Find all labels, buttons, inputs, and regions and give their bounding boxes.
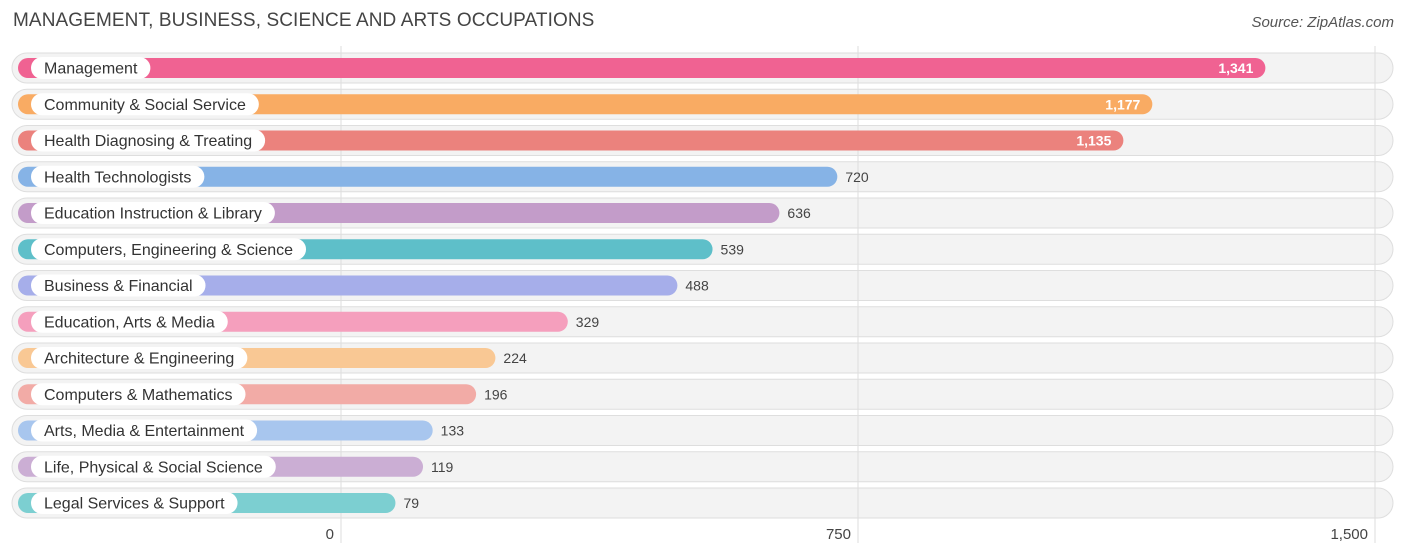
x-tick-label: 1,500 <box>1330 526 1368 543</box>
chart-title: MANAGEMENT, BUSINESS, SCIENCE AND ARTS O… <box>13 10 595 31</box>
category-label-pill <box>31 238 307 261</box>
category-label-pill <box>31 274 206 297</box>
category-label-pill <box>31 57 151 79</box>
category-label-pill <box>31 93 259 116</box>
category-label: Computers & Mathematics <box>44 387 233 404</box>
value-label: 636 <box>787 205 811 221</box>
value-label: 1,177 <box>1105 96 1140 112</box>
value-label: 488 <box>685 278 709 294</box>
category-label-pill <box>31 492 238 514</box>
category-label: Business & Financial <box>44 278 193 295</box>
category-label-pill <box>31 455 276 478</box>
category-label: Architecture & Engineering <box>44 351 234 368</box>
value-label: 539 <box>721 241 745 257</box>
category-label-pill <box>31 419 258 442</box>
category-label-pill <box>31 383 246 406</box>
category-label: Life, Physical & Social Science <box>44 459 263 476</box>
category-label-pill <box>31 165 205 188</box>
category-label-pill <box>31 129 266 152</box>
category-label: Computers, Engineering & Science <box>44 242 293 259</box>
value-label: 133 <box>441 423 465 439</box>
value-label: 79 <box>403 495 419 511</box>
category-label-pill <box>31 347 248 369</box>
category-label-pill <box>31 310 228 333</box>
category-label: Arts, Media & Entertainment <box>44 423 245 440</box>
category-label: Management <box>44 61 138 78</box>
category-label: Health Diagnosing & Treating <box>44 133 252 150</box>
value-label: 1,341 <box>1218 60 1253 76</box>
category-label: Health Technologists <box>44 169 191 186</box>
x-tick-label: 0 <box>326 526 334 543</box>
x-tick-label: 750 <box>826 526 851 543</box>
value-label: 329 <box>576 314 600 330</box>
category-label-pill <box>31 202 275 224</box>
value-label: 720 <box>845 169 869 185</box>
bar <box>18 130 1124 151</box>
bar <box>18 166 838 187</box>
bar <box>18 58 1266 78</box>
value-label: 119 <box>431 459 454 475</box>
category-label: Education, Arts & Media <box>44 314 215 331</box>
category-label: Education Instruction & Library <box>44 206 262 223</box>
category-label: Community & Social Service <box>44 97 246 114</box>
source-credit: Source: ZipAtlas.com <box>1251 14 1394 31</box>
value-label: 196 <box>484 386 508 402</box>
category-label: Legal Services & Support <box>44 496 225 513</box>
bar <box>18 94 1153 115</box>
value-label: 224 <box>503 350 527 366</box>
value-label: 1,135 <box>1076 133 1111 149</box>
